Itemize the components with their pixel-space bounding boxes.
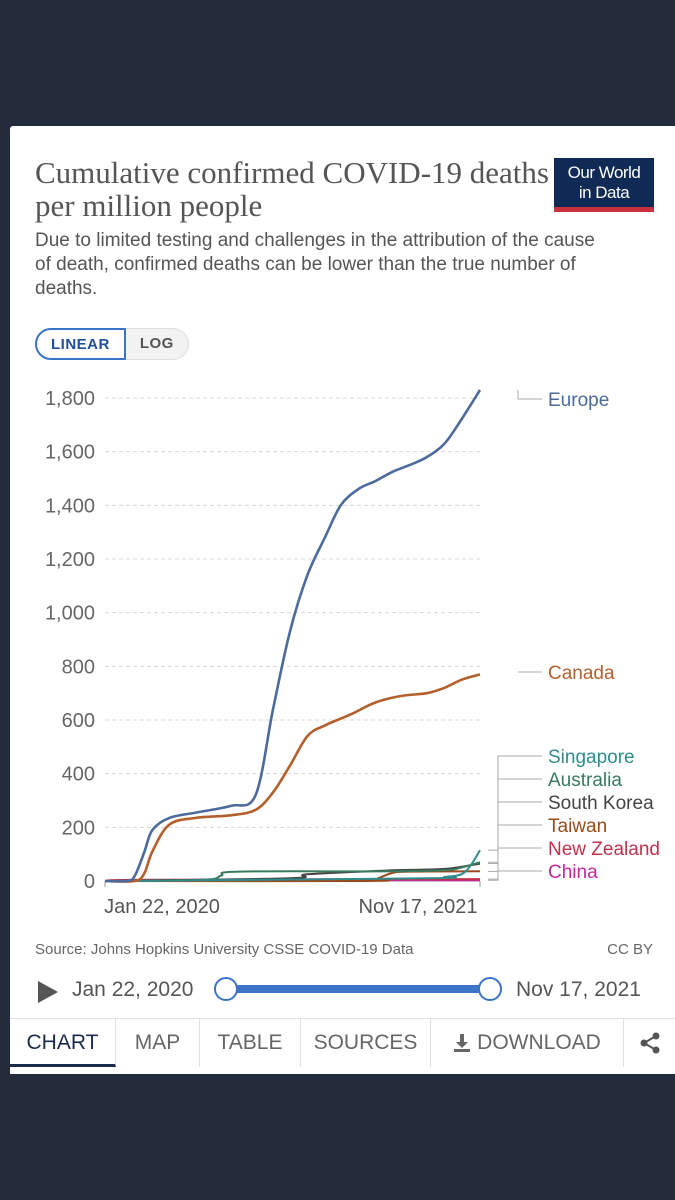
tab-table[interactable]: TABLE	[200, 1019, 301, 1067]
linear-scale-button[interactable]: LINEAR	[35, 328, 126, 360]
y-tick-label: 1,400	[45, 495, 95, 517]
timeline-track[interactable]	[224, 985, 490, 993]
y-tick-label: 0	[84, 871, 95, 893]
timeline-end-handle[interactable]	[478, 977, 502, 1001]
y-tick-label: 1,000	[45, 603, 95, 625]
y-tick-label: 1,600	[45, 442, 95, 464]
share-icon	[640, 1032, 659, 1054]
license-label[interactable]: CC BY	[607, 941, 653, 958]
legend-connector	[517, 389, 542, 400]
share-button[interactable]	[624, 1019, 675, 1067]
tab-download[interactable]: DOWNLOAD	[431, 1019, 624, 1067]
chart-card: Cumulative confirmed COVID-19 deaths per…	[10, 126, 675, 1074]
y-tick-label: 200	[62, 817, 95, 839]
download-icon	[454, 1034, 471, 1053]
y-tick-label: 800	[62, 656, 95, 678]
x-tick-label: Jan 22, 2020	[104, 896, 220, 918]
series-line-europe	[104, 389, 482, 883]
log-scale-button[interactable]: LOG	[125, 328, 189, 360]
chart-title: Cumulative confirmed COVID-19 deaths per…	[35, 155, 549, 223]
legend-label-europe: Europe	[548, 390, 609, 411]
x-tick-label: Nov 17, 2021	[359, 896, 478, 918]
play-icon[interactable]	[38, 981, 58, 1003]
timeline-end-label: Nov 17, 2021	[516, 978, 641, 1001]
legend-label-australia: Australia	[548, 770, 622, 791]
legend-label-taiwan: Taiwan	[548, 816, 607, 837]
legend-label-china: China	[548, 862, 598, 883]
legend-connector	[488, 801, 542, 865]
tab-bar: CHART MAP TABLE SOURCES DOWNLOAD	[10, 1018, 675, 1067]
legend-label-singapore: Singapore	[548, 747, 635, 768]
timeline: Jan 22, 2020 Nov 17, 2021	[10, 971, 675, 1011]
legend-connector	[488, 847, 542, 880]
line-chart: 0 200 400 600 800 1,000 1,200 1,400 1,600 1,800 Ja…	[45, 388, 660, 918]
logo-line-1: Our World	[567, 163, 641, 182]
tab-sources[interactable]: SOURCES	[301, 1019, 431, 1067]
chart-subtitle: Due to limited testing and challenges in…	[35, 230, 595, 299]
legend-connector	[488, 755, 542, 851]
tab-map[interactable]: MAP	[116, 1019, 200, 1067]
legend-label-new-zealand: New Zealand	[548, 839, 660, 860]
legend-label-canada: Canada	[548, 663, 615, 684]
owid-logo[interactable]: Our World in Data	[554, 158, 654, 212]
logo-line-2: in Data	[578, 183, 630, 202]
source-note[interactable]: Source: Johns Hopkins University CSSE CO…	[35, 941, 414, 958]
series-line-singapore	[104, 849, 481, 882]
y-tick-label: 600	[62, 710, 95, 732]
timeline-start-handle[interactable]	[214, 977, 238, 1001]
timeline-start-label: Jan 22, 2020	[72, 978, 194, 1001]
tab-download-label: DOWNLOAD	[477, 1031, 601, 1054]
legend-label-south-korea: South Korea	[548, 793, 654, 814]
y-tick-label: 1,800	[45, 388, 95, 410]
scale-toggle: LINEAR LOG	[35, 328, 189, 360]
y-tick-label: 1,200	[45, 549, 95, 571]
tab-chart[interactable]: CHART	[10, 1019, 116, 1067]
series-line-canada	[104, 673, 481, 883]
y-tick-label: 400	[62, 764, 95, 786]
legend-connector	[488, 870, 542, 881]
